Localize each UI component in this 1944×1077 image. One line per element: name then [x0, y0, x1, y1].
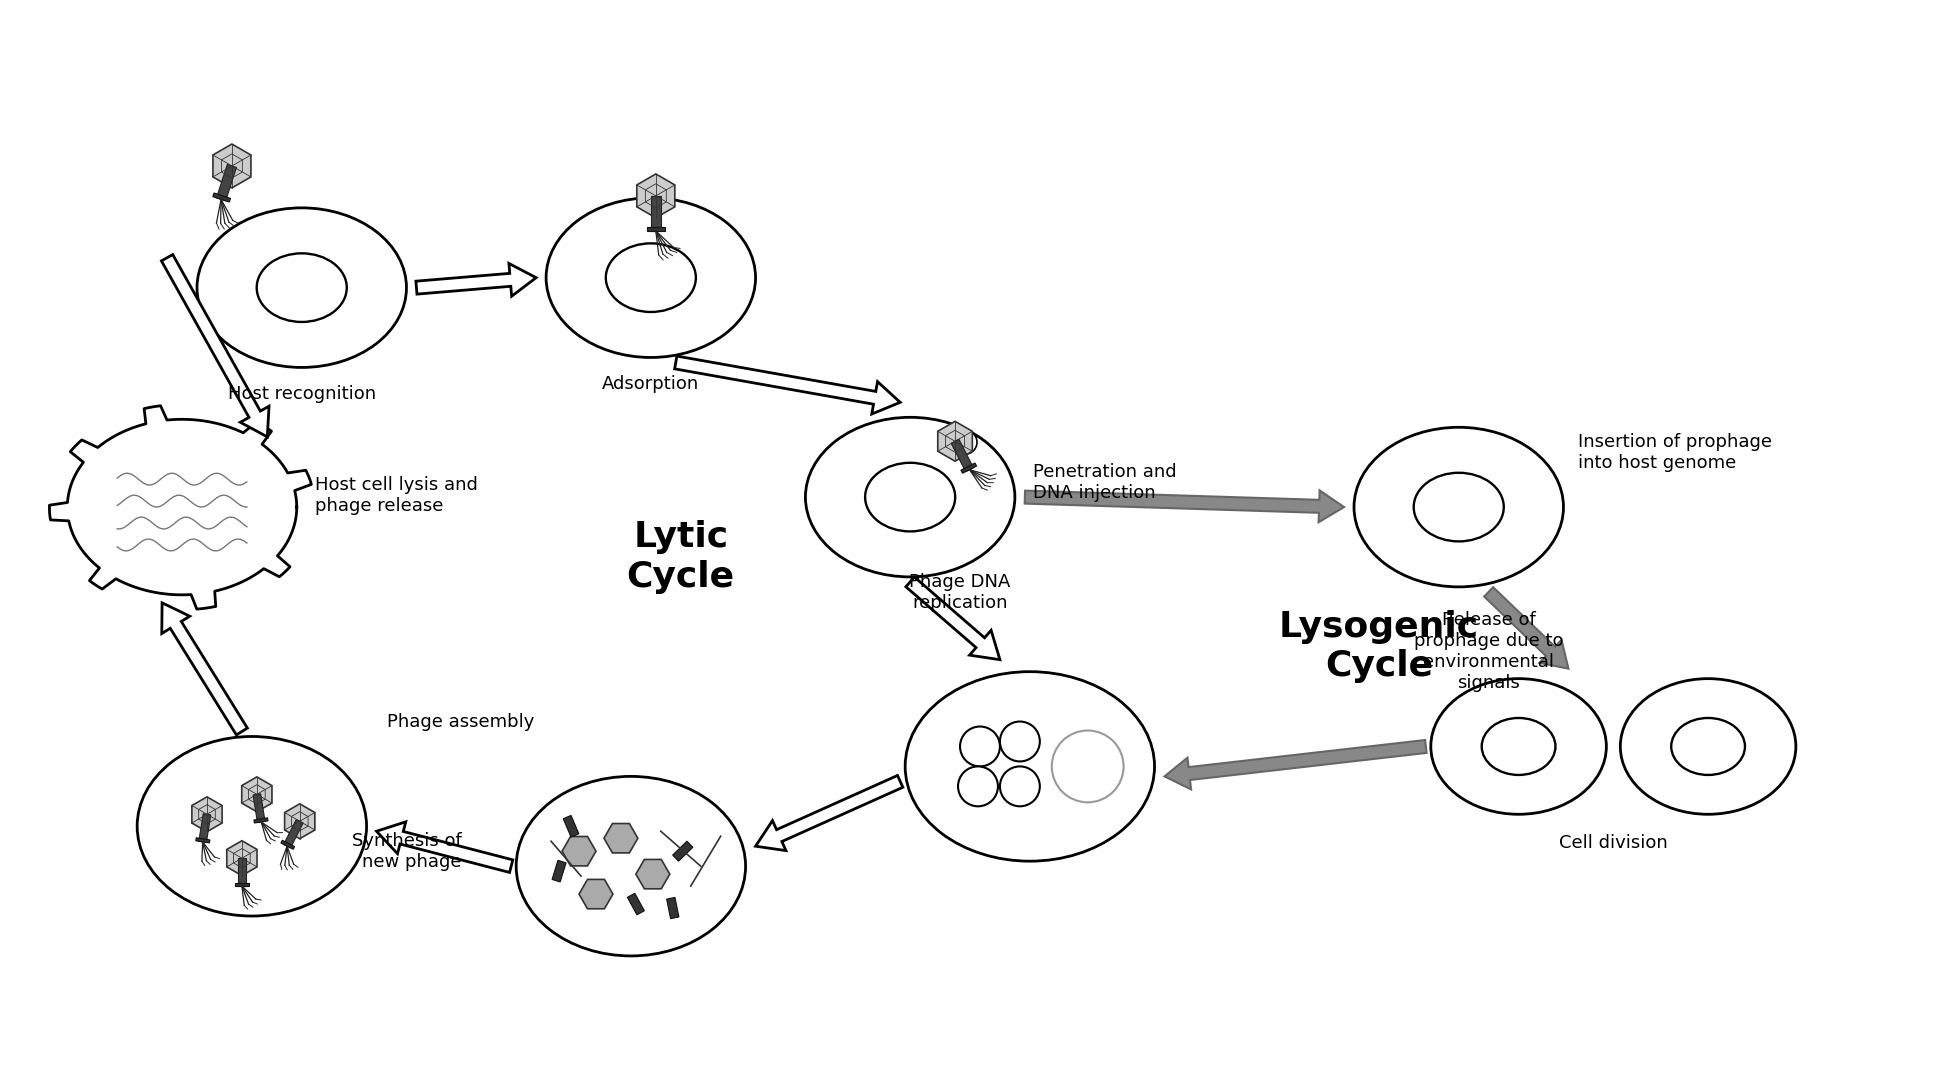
FancyArrow shape [416, 264, 537, 296]
Text: Host recognition: Host recognition [227, 386, 375, 404]
Text: Cell division: Cell division [1559, 835, 1668, 852]
Circle shape [953, 431, 978, 454]
Polygon shape [636, 859, 671, 889]
Ellipse shape [196, 208, 406, 367]
Text: Adsorption: Adsorption [603, 376, 700, 393]
Polygon shape [960, 463, 976, 473]
Text: Host cell lysis and
phage release: Host cell lysis and phage release [315, 476, 478, 515]
Ellipse shape [805, 417, 1015, 577]
Polygon shape [605, 824, 638, 853]
Ellipse shape [865, 463, 955, 531]
Polygon shape [284, 820, 303, 848]
Polygon shape [235, 883, 249, 886]
Circle shape [1052, 730, 1124, 802]
Polygon shape [216, 165, 237, 200]
Polygon shape [253, 794, 264, 823]
Polygon shape [937, 421, 972, 461]
Polygon shape [241, 777, 272, 812]
Polygon shape [628, 893, 643, 914]
Circle shape [958, 767, 997, 807]
Ellipse shape [517, 777, 746, 956]
Circle shape [960, 727, 999, 767]
Ellipse shape [906, 672, 1155, 862]
Polygon shape [49, 406, 311, 610]
Ellipse shape [1619, 679, 1796, 814]
Polygon shape [579, 880, 612, 909]
FancyArrow shape [906, 577, 999, 660]
Polygon shape [196, 838, 210, 843]
FancyArrow shape [675, 356, 900, 414]
FancyArrow shape [377, 822, 513, 872]
Polygon shape [647, 227, 665, 230]
Polygon shape [651, 196, 661, 230]
Text: Lysogenic
Cycle: Lysogenic Cycle [1279, 610, 1479, 684]
Polygon shape [673, 841, 692, 862]
FancyArrow shape [161, 603, 247, 735]
Text: Insertion of prophage
into host genome: Insertion of prophage into host genome [1579, 433, 1773, 472]
Text: Synthesis of
new phage: Synthesis of new phage [352, 831, 461, 870]
Ellipse shape [1481, 718, 1555, 775]
Polygon shape [227, 841, 257, 876]
Text: Phage assembly: Phage assembly [387, 713, 535, 730]
Ellipse shape [546, 198, 756, 358]
Ellipse shape [607, 243, 696, 312]
Polygon shape [562, 837, 597, 866]
Polygon shape [237, 858, 245, 886]
Text: Lytic
Cycle: Lytic Cycle [626, 520, 735, 593]
Ellipse shape [1413, 473, 1505, 542]
Polygon shape [951, 439, 974, 472]
Polygon shape [214, 144, 251, 187]
FancyArrow shape [1164, 740, 1427, 789]
Ellipse shape [1431, 679, 1606, 814]
Polygon shape [284, 803, 315, 839]
Polygon shape [552, 861, 566, 882]
Polygon shape [198, 814, 210, 842]
Ellipse shape [1355, 428, 1563, 587]
FancyArrow shape [756, 775, 902, 851]
Polygon shape [638, 174, 675, 218]
Polygon shape [280, 840, 295, 850]
Ellipse shape [257, 253, 346, 322]
Polygon shape [192, 797, 222, 831]
Circle shape [999, 722, 1040, 761]
Polygon shape [212, 193, 231, 202]
Circle shape [999, 767, 1040, 807]
Polygon shape [255, 817, 268, 823]
FancyArrow shape [1024, 490, 1343, 522]
FancyArrow shape [1483, 587, 1569, 669]
Text: Penetration and
DNA injection: Penetration and DNA injection [1032, 463, 1176, 502]
Text: Release of
prophage due to
environmental
signals: Release of prophage due to environmental… [1413, 612, 1563, 691]
Ellipse shape [1672, 718, 1746, 775]
Polygon shape [564, 815, 579, 837]
Polygon shape [667, 897, 678, 919]
Text: Phage DNA
replication: Phage DNA replication [910, 573, 1011, 612]
FancyArrow shape [161, 254, 268, 437]
Ellipse shape [138, 737, 367, 917]
